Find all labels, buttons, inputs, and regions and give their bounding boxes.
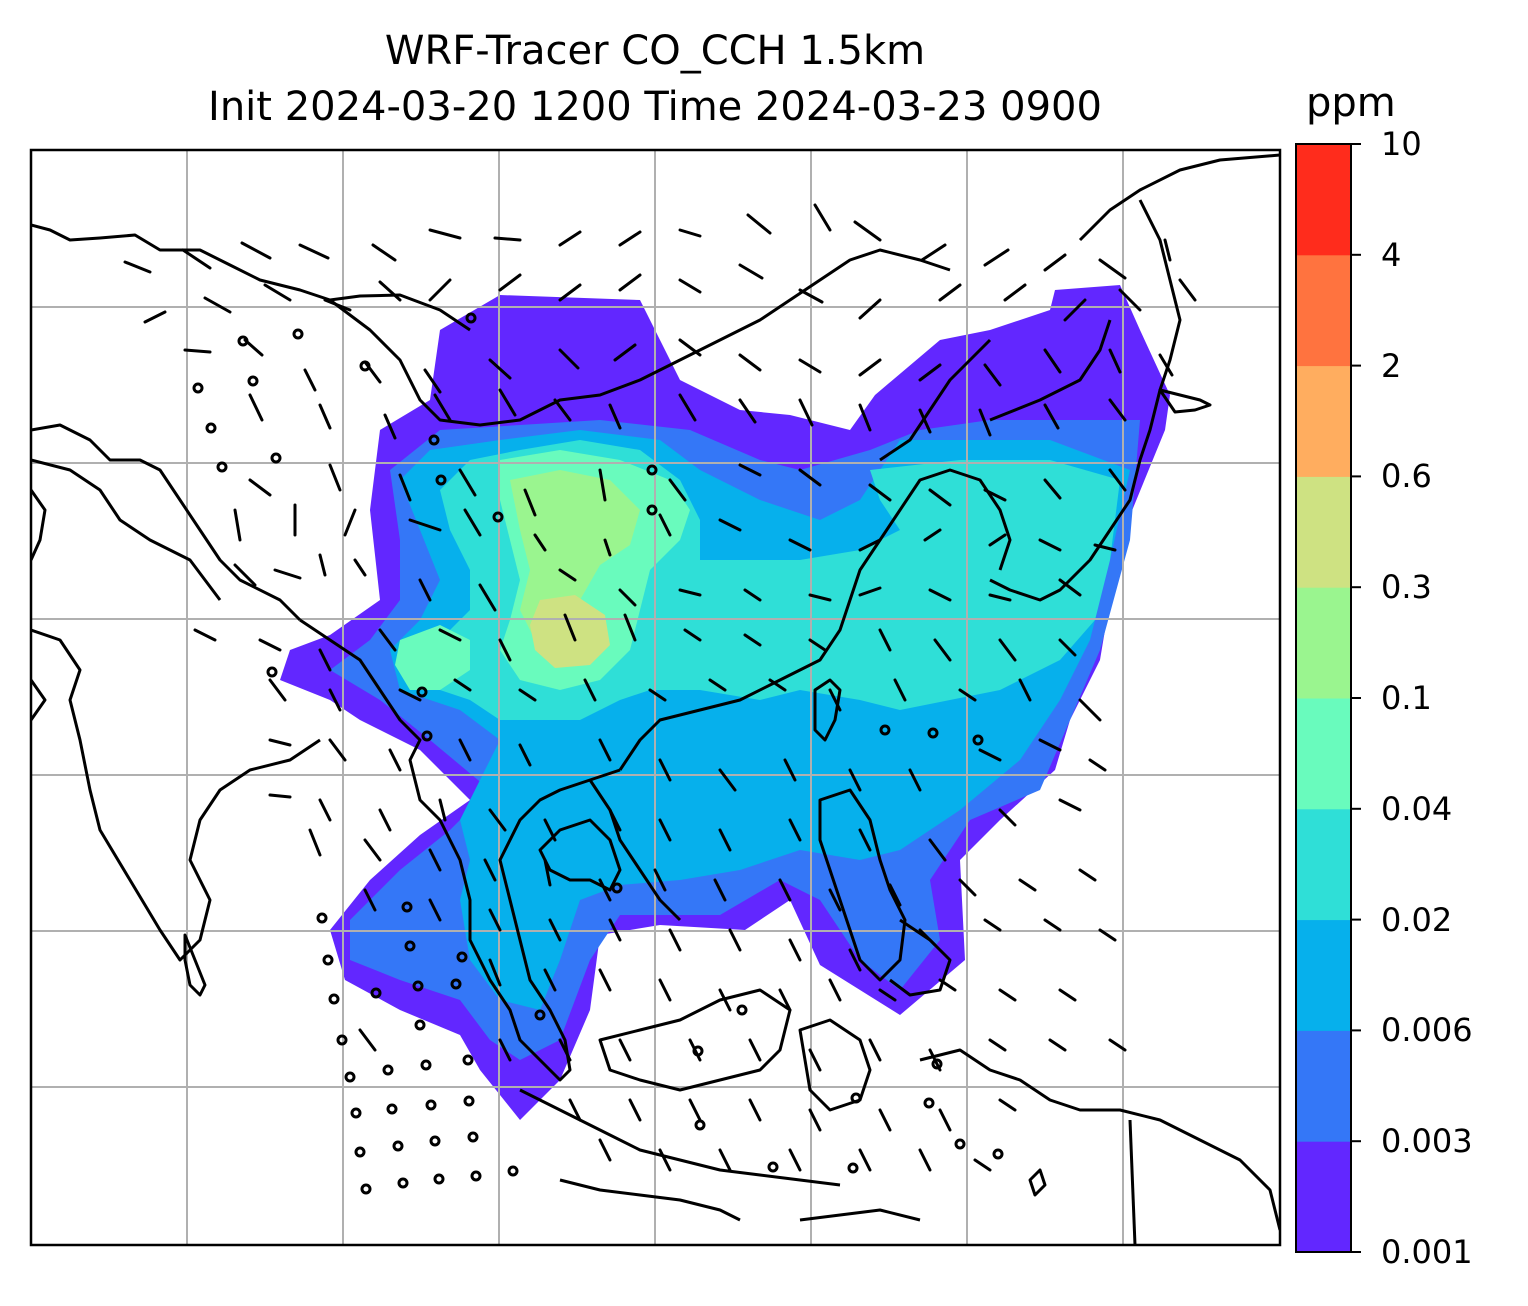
concentration-field — [280, 285, 1170, 1120]
colorbar — [1295, 143, 1361, 1253]
colorbar-tick-lines — [1351, 143, 1361, 1253]
colorbar-tick-label: 0.02 — [1381, 900, 1453, 939]
colorbar-tick-label: 0.001 — [1381, 1233, 1473, 1271]
gridlines — [31, 150, 1280, 1245]
colorbar-segment — [1296, 808, 1351, 921]
map-frame — [29, 148, 1282, 1247]
figure-title-line-1: WRF-Tracer CO_CCH 1.5km — [384, 28, 926, 74]
contour-level-0-1 — [510, 470, 640, 640]
colorbar-tick-label: 0.04 — [1381, 789, 1453, 828]
colorbar-segment — [1296, 144, 1351, 256]
colorbar-segments — [1296, 144, 1351, 1253]
colorbar-segment — [1296, 1030, 1351, 1142]
wind-barbs — [123, 203, 1197, 1172]
contour-level-0-04-b — [395, 625, 470, 690]
figure-title-line-2: Init 2024-03-20 1200 Time 2024-03-23 090… — [208, 84, 1102, 130]
colorbar-tick-label: 0.003 — [1381, 1122, 1473, 1161]
colorbar-segment — [1296, 365, 1351, 477]
colorbar-tick-label: 0.3 — [1381, 568, 1432, 607]
calm-wind-markers — [192, 312, 1004, 1195]
colorbar-segment — [1296, 919, 1351, 1031]
colorbar-tick-label: 4 — [1381, 235, 1402, 274]
colorbar-segment — [1296, 1141, 1351, 1253]
colorbar-tick-label: 2 — [1381, 346, 1402, 385]
colorbar-tick-label: 0.6 — [1381, 457, 1432, 496]
colorbar-segment — [1296, 698, 1351, 810]
colorbar-unit-label: ppm — [1306, 80, 1396, 126]
colorbar-segment — [1296, 587, 1351, 699]
colorbar-tick-label: 0.006 — [1381, 1011, 1473, 1050]
colorbar-segment — [1296, 476, 1351, 588]
colorbar-segment — [1296, 254, 1351, 367]
colorbar-tick-label: 0.1 — [1381, 679, 1432, 717]
colorbar-tick-label: 10 — [1381, 125, 1422, 163]
coastlines — [31, 153, 1280, 1245]
